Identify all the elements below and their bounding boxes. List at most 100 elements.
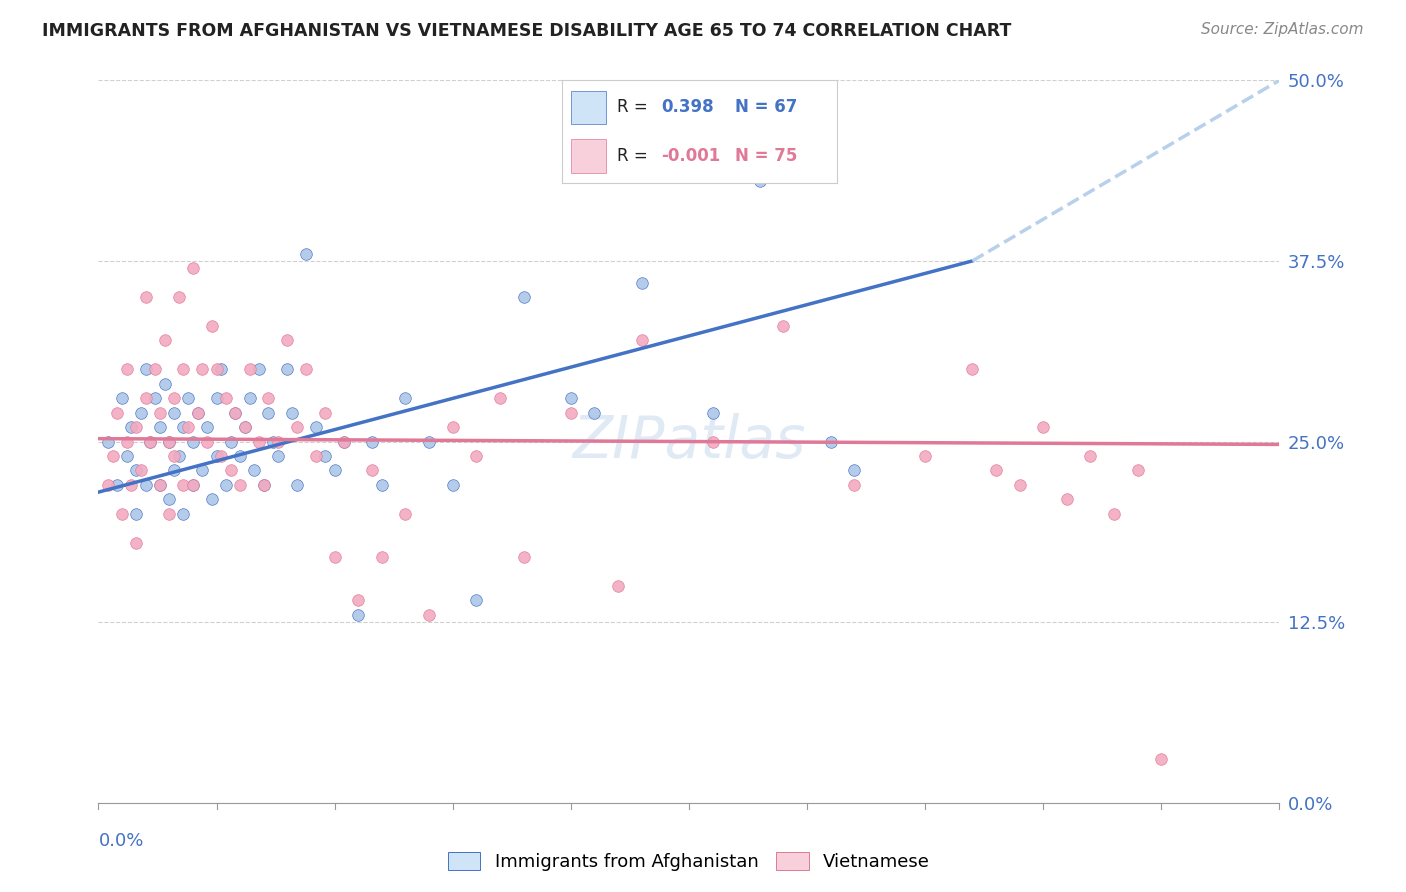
Point [172,362,194,376]
Point [267,434,290,449]
Point [172,420,194,434]
Point [361,434,384,449]
Text: N = 67: N = 67 [735,98,797,117]
Point [314,449,336,463]
Point [347,593,370,607]
Point [1056,492,1078,507]
Point [512,290,534,304]
Point [163,463,186,477]
Point [465,593,488,607]
Point [224,406,246,420]
Point [125,420,148,434]
Text: R =: R = [617,98,654,117]
Point [702,406,724,420]
Point [323,550,346,565]
Point [630,334,652,348]
Point [111,507,134,521]
Point [1008,478,1031,492]
Point [441,478,464,492]
Point [257,391,280,405]
Bar [571,91,606,124]
Point [125,535,148,549]
Point [323,463,346,477]
Point [233,420,256,434]
Point [914,449,936,463]
Point [153,334,176,348]
Point [177,420,200,434]
Point [276,334,298,348]
Point [181,261,204,276]
Point [262,434,284,449]
Point [441,420,464,434]
Point [115,449,138,463]
Point [512,550,534,565]
Point [105,478,128,492]
Point [1080,449,1102,463]
Point [149,478,172,492]
Point [209,449,232,463]
Point [181,434,204,449]
Point [195,434,218,449]
Point [560,391,582,405]
Point [1032,420,1054,434]
Point [149,406,172,420]
Point [247,434,270,449]
Point [191,463,214,477]
Point [333,434,356,449]
Point [215,478,238,492]
Point [167,449,190,463]
Point [139,434,162,449]
Point [205,391,228,405]
Point [172,478,194,492]
Point [121,478,143,492]
Point [115,434,138,449]
Point [201,318,224,333]
Point [172,507,194,521]
Point [371,550,394,565]
Point [143,362,166,376]
Point [394,391,416,405]
Point [167,290,190,304]
Point [247,362,270,376]
Point [253,478,276,492]
Point [295,246,318,260]
Point [181,478,204,492]
Point [219,434,242,449]
Point [181,478,204,492]
Point [219,463,242,477]
Point [105,406,128,420]
Point [153,376,176,391]
Point [135,290,157,304]
Point [583,406,606,420]
Point [1126,463,1149,477]
Point [314,406,336,420]
Point [305,420,328,434]
Point [229,449,252,463]
Point [702,434,724,449]
Point [748,174,770,188]
Text: IMMIGRANTS FROM AFGHANISTAN VS VIETNAMESE DISABILITY AGE 65 TO 74 CORRELATION CH: IMMIGRANTS FROM AFGHANISTAN VS VIETNAMES… [42,22,1011,40]
Bar [571,139,606,173]
Point [149,478,172,492]
Point [157,434,180,449]
Point [607,579,630,593]
Point [253,478,276,492]
Point [129,463,152,477]
Point [135,478,157,492]
Point [111,391,134,405]
Point [139,434,162,449]
Point [191,362,214,376]
Text: Source: ZipAtlas.com: Source: ZipAtlas.com [1201,22,1364,37]
Point [149,420,172,434]
Point [772,318,794,333]
Point [115,362,138,376]
Point [195,420,218,434]
Point [281,406,304,420]
Point [129,406,152,420]
Point [844,463,866,477]
Point [1102,507,1125,521]
Point [121,420,143,434]
Point [101,449,124,463]
Point [157,492,180,507]
Point [394,507,416,521]
